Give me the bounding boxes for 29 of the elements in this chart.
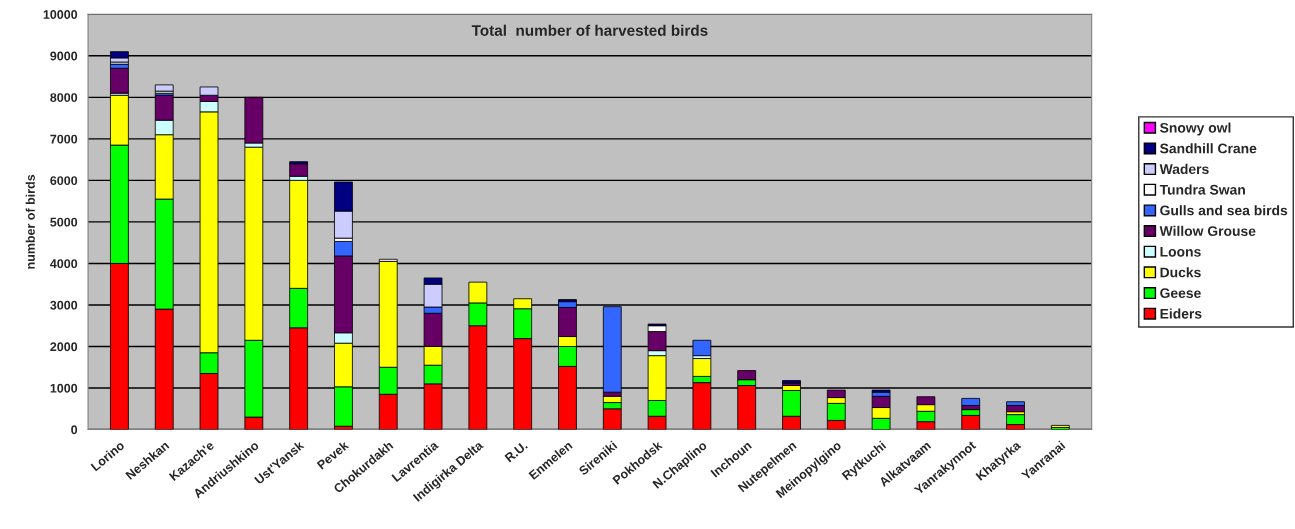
legend-label: Snowy owl bbox=[1160, 122, 1231, 136]
legend-label: Willow Grouse bbox=[1159, 225, 1256, 237]
bar bbox=[961, 397, 981, 406]
bar bbox=[289, 163, 309, 177]
legend-label: Sandhill Crane bbox=[1160, 143, 1257, 154]
x-tick-label: R.U. bbox=[504, 440, 528, 463]
legend-label: Tundra Swan bbox=[1159, 184, 1245, 195]
y-tick-label: 7000 bbox=[50, 134, 78, 144]
y-tick-label: 8000 bbox=[50, 93, 78, 102]
legend-label: Geese bbox=[1160, 288, 1201, 298]
legend-label: Loons bbox=[1160, 246, 1201, 257]
y-tick-label: 0 bbox=[71, 425, 78, 435]
y-tick-label: 2000 bbox=[50, 342, 78, 352]
y-tick-label: 6000 bbox=[50, 176, 78, 186]
text: Total number of harvested birds bbox=[471, 24, 708, 36]
bar bbox=[154, 84, 174, 92]
legend-label: Ducks bbox=[1160, 267, 1201, 278]
y-tick-label: 5000 bbox=[50, 217, 78, 227]
bar bbox=[1006, 414, 1025, 425]
y-tick-label: 9000 bbox=[50, 51, 78, 61]
y-tick-label: 4000 bbox=[50, 259, 78, 269]
y-axis-title: number of birds bbox=[25, 174, 35, 269]
y-tick-label: 10000 bbox=[43, 10, 78, 19]
legend-label: Eiders bbox=[1160, 308, 1202, 319]
legend-label: Gulls and sea birds bbox=[1160, 205, 1288, 216]
bar bbox=[110, 67, 129, 94]
y-tick-label: 3000 bbox=[50, 300, 78, 310]
legend-label: Waders bbox=[1159, 163, 1209, 175]
y-tick-label: 1000 bbox=[50, 383, 78, 393]
